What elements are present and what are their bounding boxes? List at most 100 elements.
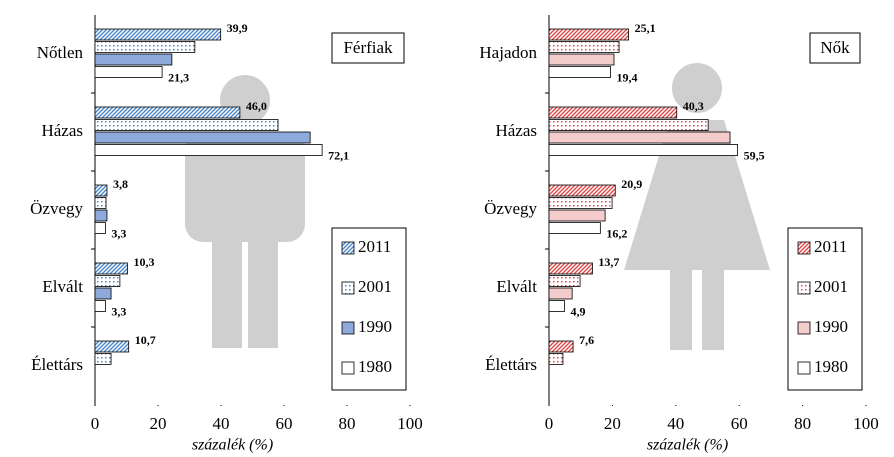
legend-swatch: [797, 241, 811, 255]
bar: [94, 144, 323, 156]
legend-swatch: [341, 321, 355, 335]
bar: [94, 262, 128, 275]
legend-label: 1990: [358, 317, 392, 336]
x-axis-title: százalék (%): [647, 437, 728, 454]
bar: [94, 184, 108, 197]
value-label: 10,7: [135, 333, 156, 347]
bar: [94, 106, 241, 119]
x-tick-label: 20: [150, 414, 167, 433]
bar: [548, 184, 616, 197]
x-tick-label: 80: [339, 414, 356, 433]
legend-swatch: [341, 281, 355, 295]
x-tick-label: 100: [853, 414, 879, 433]
x-tick-label: 40: [667, 414, 684, 433]
value-label: 46,0: [246, 99, 267, 113]
bar: [548, 300, 565, 312]
bar: [94, 131, 311, 144]
bar: [94, 53, 173, 66]
value-label: 25,1: [635, 21, 656, 35]
legend-swatch: [341, 361, 355, 375]
bar: [94, 28, 222, 41]
legend-label: 2001: [814, 277, 848, 296]
bar: [94, 41, 196, 53]
x-tick-label: 20: [604, 414, 621, 433]
value-label: 7,6: [579, 333, 594, 347]
y-tick-label: Elvált: [42, 277, 83, 296]
x-tick-label: 100: [397, 414, 423, 433]
bar: [548, 222, 601, 234]
legend-label: 2001: [358, 277, 392, 296]
legend-label: 2011: [814, 237, 847, 256]
bar: [548, 275, 581, 287]
value-label: 10,3: [133, 255, 154, 269]
x-tick-label: 60: [731, 414, 748, 433]
legend-swatch: [341, 241, 355, 255]
legend-swatch: [797, 361, 811, 375]
bar: [548, 53, 615, 66]
legend-label: 1980: [358, 357, 392, 376]
legend-label: 1990: [814, 317, 848, 336]
y-tick-label: Házas: [495, 121, 537, 140]
x-tick-label: 0: [545, 414, 554, 433]
bar: [548, 287, 573, 300]
bar: [94, 353, 112, 365]
value-label: 19,4: [616, 70, 637, 84]
value-label: 3,8: [113, 177, 128, 191]
y-tick-label: Özvegy: [30, 199, 83, 218]
x-tick-label: 40: [213, 414, 230, 433]
bar: [548, 119, 709, 131]
legend-swatch: [797, 321, 811, 335]
bar: [94, 66, 163, 78]
legend-swatch: [797, 281, 811, 295]
bar: [548, 66, 611, 78]
bar: [94, 340, 130, 353]
value-label: 59,5: [744, 148, 765, 162]
y-tick-label: Özvegy: [484, 199, 537, 218]
y-tick-label: Élettárs: [31, 355, 83, 374]
legend-label: 1980: [814, 357, 848, 376]
chart-title: Nők: [820, 38, 850, 57]
title-box: [809, 32, 861, 64]
y-tick-label: Nőtlen: [37, 43, 84, 62]
bar: [548, 209, 606, 222]
chart-title: Férfiak: [343, 38, 393, 57]
bar: [94, 209, 108, 222]
x-axis-title: százalék (%): [192, 437, 273, 454]
bar: [548, 106, 678, 119]
bar: [94, 300, 106, 312]
bar: [548, 353, 564, 365]
value-label: 72,1: [328, 148, 349, 162]
value-label: 3,3: [111, 304, 126, 318]
value-label: 3,3: [111, 226, 126, 240]
value-label: 40,3: [683, 99, 704, 113]
y-tick-label: Házas: [41, 121, 83, 140]
value-label: 4,9: [571, 304, 586, 318]
bar: [548, 28, 629, 41]
value-label: 16,2: [606, 226, 627, 240]
value-label: 21,3: [168, 70, 189, 84]
value-label: 20,9: [621, 177, 642, 191]
value-label: 39,9: [227, 21, 248, 35]
x-tick-label: 0: [91, 414, 100, 433]
bar: [548, 41, 620, 53]
bar: [94, 197, 107, 209]
bar: [548, 144, 739, 156]
y-tick-label: Élettárs: [485, 355, 537, 374]
bar: [94, 222, 106, 234]
bar: [548, 262, 593, 275]
value-label: 13,7: [598, 255, 619, 269]
y-tick-label: Elvált: [496, 277, 537, 296]
female-silhouette: [624, 63, 770, 350]
bar: [548, 131, 731, 144]
y-tick-label: Hajadon: [479, 43, 537, 62]
x-tick-label: 80: [794, 414, 811, 433]
bar: [548, 197, 613, 209]
bar: [548, 340, 574, 353]
bar: [94, 275, 121, 287]
x-tick-label: 60: [276, 414, 293, 433]
legend-label: 2011: [358, 237, 391, 256]
bar: [94, 119, 279, 131]
title-box: [331, 32, 405, 64]
